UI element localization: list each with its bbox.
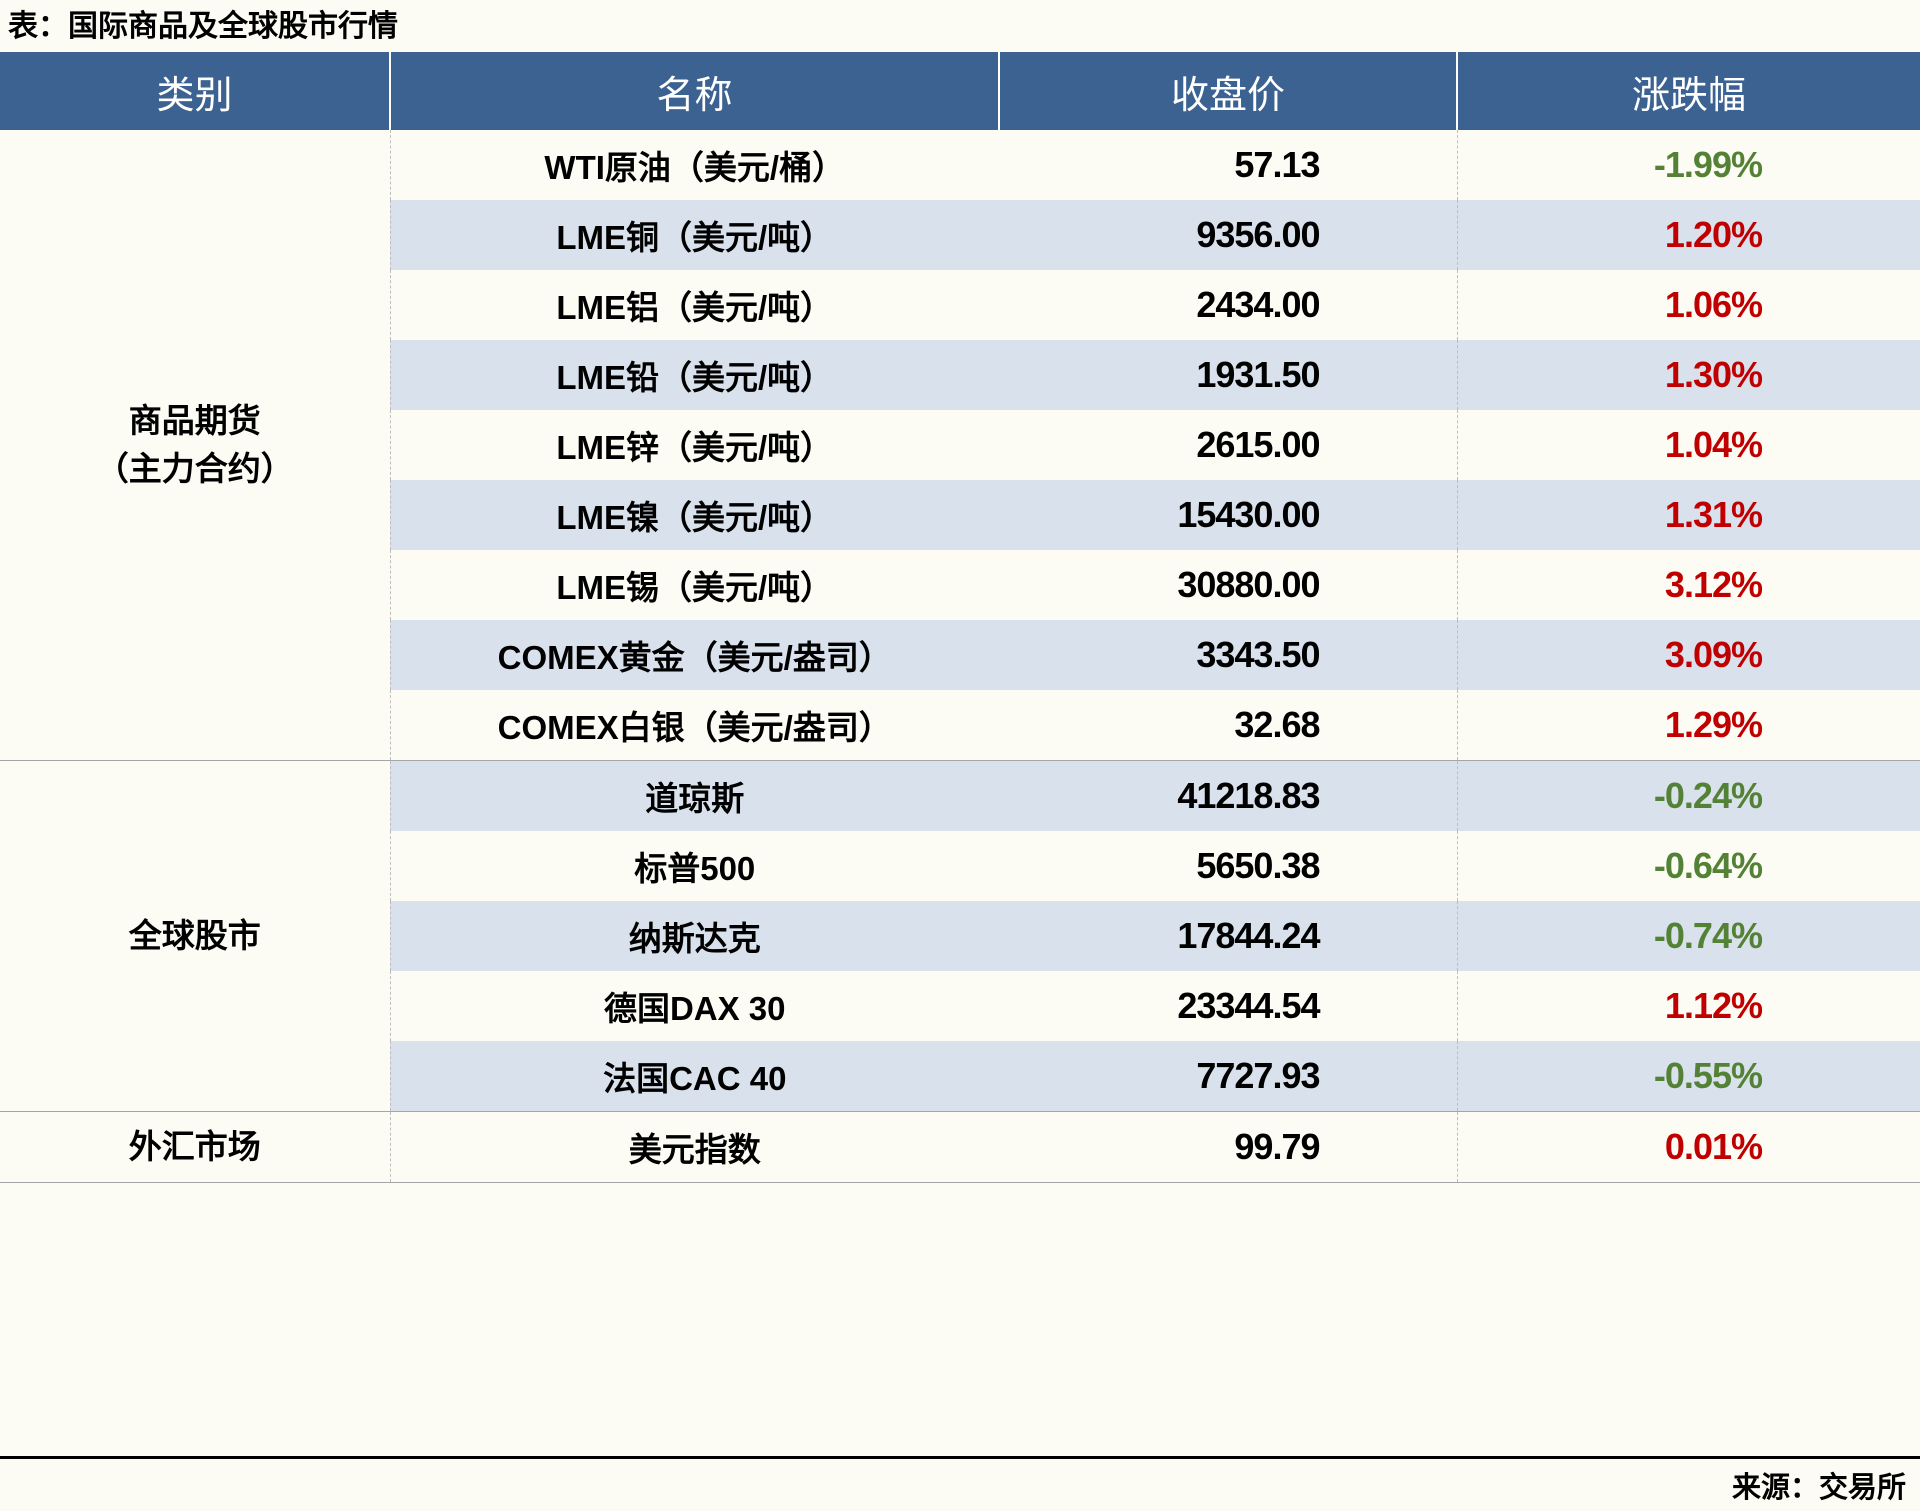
change-percent: -0.24% (1456, 760, 1920, 831)
table-row: 德国DAX 30 23344.54 1.12% (0, 971, 1920, 1041)
table-row: COMEX白银（美元/盎司） 32.68 1.29% (0, 690, 1920, 761)
change-percent: 1.04% (1456, 410, 1920, 480)
market-quote-table: 类别 名称 收盘价 涨跌幅 商品期货 （主力合约） WTI原油（美元/桶） 57.13… (0, 52, 1920, 1183)
table-row: LME锡（美元/吨） 30880.00 3.12% (0, 550, 1920, 620)
header-closing-price: 收盘价 (998, 52, 1457, 130)
instrument-name: 道琼斯 (389, 760, 999, 831)
table-title: 表：国际商品及全球股市行情 (8, 10, 398, 43)
closing-price: 15430.00 (999, 480, 1457, 550)
change-percent: -0.64% (1456, 831, 1920, 901)
instrument-name: 法国CAC 40 (389, 1041, 999, 1112)
header-name: 名称 (389, 52, 999, 130)
instrument-name: WTI原油（美元/桶） (389, 130, 999, 200)
change-percent: 1.06% (1456, 270, 1920, 340)
change-percent: 3.09% (1456, 620, 1920, 690)
table-row: LME铅（美元/吨） 1931.50 1.30% (0, 340, 1920, 410)
instrument-name: LME铅（美元/吨） (389, 340, 999, 410)
instrument-name: LME镍（美元/吨） (389, 480, 999, 550)
instrument-name: 德国DAX 30 (389, 971, 999, 1041)
instrument-name: COMEX黄金（美元/盎司） (389, 620, 999, 690)
change-percent: 1.30% (1456, 340, 1920, 410)
table-row: LME铝（美元/吨） 2434.00 1.06% (0, 270, 1920, 340)
change-percent: 3.12% (1456, 550, 1920, 620)
change-percent: -0.55% (1456, 1041, 1920, 1112)
category-label: 外汇市场 (128, 1128, 261, 1166)
table-row: 商品期货 （主力合约） WTI原油（美元/桶） 57.13 -1.99% (0, 130, 1920, 761)
table-row: 纳斯达克 17844.24 -0.74% (0, 901, 1920, 971)
table-row: 法国CAC 40 7727.93 -0.55% (0, 1041, 1920, 1112)
table-row: LME锌（美元/吨） 2615.00 1.04% (0, 410, 1920, 480)
instrument-name: 美元指数 (389, 1111, 999, 1183)
header-change-pct: 涨跌幅 (1456, 52, 1920, 130)
header-row: 类别 名称 收盘价 涨跌幅 (0, 52, 1920, 130)
category-label: 全球股市 (128, 917, 261, 955)
closing-price: 5650.38 (999, 831, 1457, 901)
category-label: （主力合约） (95, 450, 294, 487)
table-row: LME镍（美元/吨） 15430.00 1.31% (0, 480, 1920, 550)
instrument-name: COMEX白银（美元/盎司） (389, 690, 999, 761)
change-percent: 0.01% (1456, 1111, 1920, 1183)
closing-price: 9356.00 (999, 200, 1457, 270)
closing-price: 2615.00 (999, 410, 1457, 480)
change-percent: 1.20% (1456, 200, 1920, 270)
closing-price: 41218.83 (999, 760, 1457, 831)
closing-price: 30880.00 (999, 550, 1457, 620)
table-row: 全球股市 道琼斯 41218.83 -0.24% (0, 760, 1920, 1112)
table-body: 商品期货 （主力合约） WTI原油（美元/桶） 57.13 -1.99% LME铜（美元/… (0, 130, 1920, 1183)
closing-price: 17844.24 (999, 901, 1457, 971)
footer-divider (0, 1456, 1920, 1459)
table-row: COMEX黄金（美元/盎司） 3343.50 3.09% (0, 620, 1920, 690)
closing-price: 2434.00 (999, 270, 1457, 340)
change-percent: -1.99% (1456, 130, 1920, 200)
instrument-name: LME铜（美元/吨） (389, 200, 999, 270)
table-row: 标普500 5650.38 -0.64% (0, 831, 1920, 901)
closing-price: 3343.50 (999, 620, 1457, 690)
category-cell: 全球股市 (0, 760, 390, 1112)
category-cell: 商品期货 （主力合约） (0, 130, 390, 761)
table-row: 外汇市场 美元指数 99.79 0.01% (0, 1111, 1920, 1183)
table-row: LME铜（美元/吨） 9356.00 1.20% (0, 200, 1920, 270)
instrument-name: 纳斯达克 (389, 901, 999, 971)
change-percent: 1.12% (1456, 971, 1920, 1041)
change-percent: -0.74% (1456, 901, 1920, 971)
change-percent: 1.31% (1456, 480, 1920, 550)
closing-price: 99.79 (999, 1111, 1457, 1183)
closing-price: 7727.93 (999, 1041, 1457, 1112)
source-note: 来源：交易所 (1731, 1472, 1906, 1504)
change-percent: 1.29% (1456, 690, 1920, 761)
closing-price: 23344.54 (999, 971, 1457, 1041)
instrument-name: 标普500 (389, 831, 999, 901)
category-cell: 外汇市场 (0, 1111, 390, 1183)
instrument-name: LME锡（美元/吨） (389, 550, 999, 620)
instrument-name: LME锌（美元/吨） (389, 410, 999, 480)
closing-price: 32.68 (999, 690, 1457, 761)
closing-price: 1931.50 (999, 340, 1457, 410)
closing-price: 57.13 (999, 130, 1457, 200)
category-label: 商品期货 (128, 402, 261, 440)
table-header: 类别 名称 收盘价 涨跌幅 (0, 52, 1920, 130)
header-category: 类别 (0, 52, 390, 130)
instrument-name: LME铝（美元/吨） (389, 270, 999, 340)
